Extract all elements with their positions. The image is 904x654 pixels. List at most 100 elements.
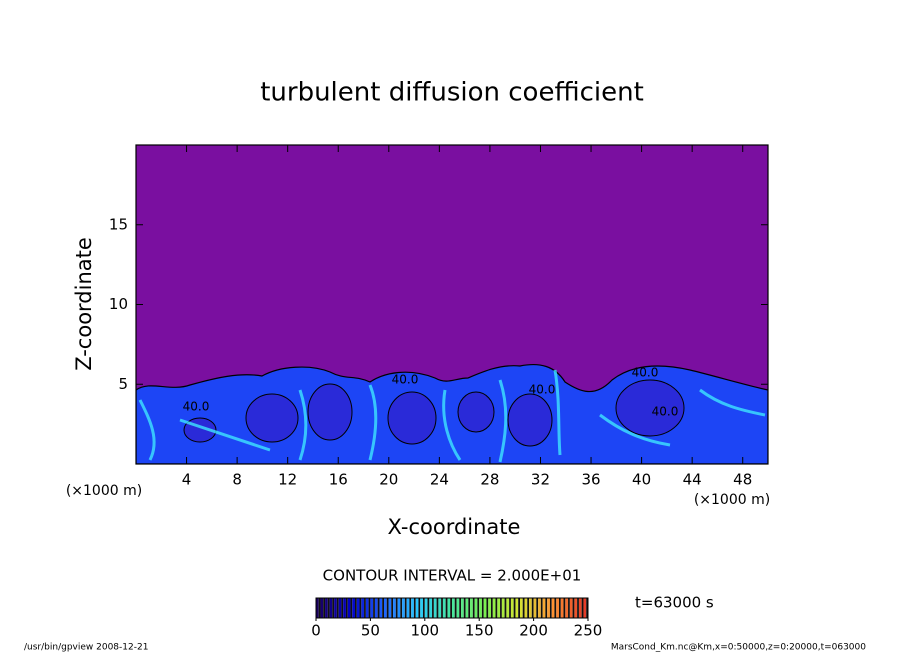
colorbar-swatch bbox=[325, 598, 328, 618]
colorbar-swatch bbox=[374, 598, 378, 618]
colorbar-gap bbox=[368, 598, 371, 618]
colorbar-swatch bbox=[470, 598, 473, 618]
contour-label: 40.0 bbox=[632, 366, 659, 380]
colorbar-swatch bbox=[329, 598, 333, 618]
colorbar-swatch bbox=[461, 598, 464, 618]
colorbar-gap bbox=[341, 598, 344, 618]
x-tick-label: 12 bbox=[278, 471, 297, 489]
colorbar-swatch bbox=[574, 598, 578, 618]
colorbar-swatch bbox=[411, 598, 414, 618]
colorbar-swatch bbox=[320, 598, 324, 618]
x-tick-label: 32 bbox=[531, 471, 550, 489]
colorbar-gap bbox=[581, 598, 584, 618]
colorbar-tick-label: 0 bbox=[311, 622, 321, 640]
turbulent-layer bbox=[136, 363, 768, 464]
colorbar-swatch bbox=[488, 598, 491, 618]
colorbar-swatch bbox=[551, 598, 555, 618]
colorbar-gap bbox=[336, 598, 339, 618]
colorbar-gap bbox=[554, 598, 557, 618]
colorbar-tick-label: 250 bbox=[574, 622, 603, 640]
y-tick-label: 5 bbox=[118, 375, 128, 393]
colorbar-gap bbox=[568, 598, 570, 618]
colorbar-gap bbox=[563, 598, 566, 618]
colorbar-swatch bbox=[420, 598, 423, 618]
time-label: t=63000 s bbox=[635, 594, 714, 612]
colorbar-gap bbox=[490, 598, 493, 618]
y-tick-label: 15 bbox=[109, 215, 128, 233]
y-axis-title: Z-coordinate bbox=[72, 237, 96, 371]
colorbar-gap bbox=[500, 598, 502, 618]
colorbar-gap bbox=[504, 598, 507, 618]
colorbar-gap bbox=[427, 598, 430, 618]
field bbox=[136, 145, 768, 464]
colorbar-swatch bbox=[520, 598, 523, 618]
colorbar-swatch bbox=[402, 598, 405, 618]
colorbar-swatch bbox=[424, 598, 428, 618]
colorbar-gap bbox=[432, 598, 434, 618]
colorbar-gap bbox=[354, 598, 357, 618]
colorbar-swatch bbox=[524, 598, 528, 618]
colorbar-gap bbox=[418, 598, 421, 618]
colorbar-swatch bbox=[529, 598, 532, 618]
colorbar-swatch bbox=[347, 598, 351, 618]
colorbar-swatch bbox=[397, 598, 401, 618]
colorbar-tick-label: 50 bbox=[361, 622, 380, 640]
colorbar-swatch bbox=[384, 598, 387, 618]
colorbar-gap bbox=[359, 598, 362, 618]
colorbar-swatch bbox=[556, 598, 559, 618]
x-unit: (×1000 m) bbox=[694, 492, 770, 508]
colorbar-swatch bbox=[515, 598, 519, 618]
colorbar-gap bbox=[454, 598, 457, 618]
colorbar-gap bbox=[445, 598, 448, 618]
colorbar-swatch bbox=[465, 598, 469, 618]
colorbar-swatch bbox=[356, 598, 360, 618]
colorbar-swatch bbox=[510, 598, 514, 618]
colorbar-swatch bbox=[583, 598, 587, 618]
contour-label: 40.0 bbox=[652, 405, 679, 419]
colorbar-gap bbox=[509, 598, 511, 618]
colorbar-swatch bbox=[379, 598, 383, 618]
colorbar-gap bbox=[450, 598, 452, 618]
colorbar-swatch bbox=[497, 598, 501, 618]
colorbar-swatch bbox=[365, 598, 369, 618]
colorbar-gap bbox=[495, 598, 498, 618]
colorbar-gap bbox=[472, 598, 475, 618]
streaks bbox=[138, 369, 766, 463]
contour-label: 40.0 bbox=[183, 400, 210, 414]
colorbar-gap bbox=[577, 598, 579, 618]
colorbar-swatch bbox=[506, 598, 510, 618]
colorbar-tick-label: 200 bbox=[519, 622, 548, 640]
colorbar-swatch bbox=[361, 598, 365, 618]
colorbar-swatch bbox=[501, 598, 505, 618]
colorbar-swatch bbox=[334, 598, 337, 618]
colorbar-gap bbox=[327, 598, 330, 618]
x-axis-title: X-coordinate bbox=[388, 515, 521, 539]
colorbar-gap bbox=[377, 598, 380, 618]
colorbar-swatch bbox=[492, 598, 496, 618]
colorbar-swatch bbox=[483, 598, 487, 618]
colorbar-gap bbox=[486, 598, 489, 618]
colorbar-swatch bbox=[438, 598, 442, 618]
colorbar-swatch bbox=[388, 598, 392, 618]
colorbar-swatch bbox=[565, 598, 569, 618]
footer-left: /usr/bin/gpview 2008-12-21 bbox=[24, 643, 148, 653]
colorbar-swatch bbox=[456, 598, 460, 618]
colorbar-gap bbox=[323, 598, 326, 618]
colorbar-swatch bbox=[474, 598, 478, 618]
colorbar-gap bbox=[477, 598, 480, 618]
colorbar-swatch bbox=[533, 598, 537, 618]
colorbar-gap bbox=[350, 598, 353, 618]
colorbar-gap bbox=[318, 598, 321, 618]
colorbar-gap bbox=[332, 598, 335, 618]
colorbar-swatch bbox=[415, 598, 419, 618]
colorbar-swatch bbox=[370, 598, 374, 618]
colorbar-gap bbox=[395, 598, 398, 618]
colorbar-gap bbox=[527, 598, 530, 618]
contour-label: 40.0 bbox=[529, 383, 556, 397]
x-tick-label: 8 bbox=[232, 471, 242, 489]
colorbar-gap bbox=[549, 598, 552, 618]
colorbar-swatch bbox=[433, 598, 437, 618]
colorbar-swatch bbox=[352, 598, 355, 618]
colorbar-gap bbox=[364, 598, 366, 618]
